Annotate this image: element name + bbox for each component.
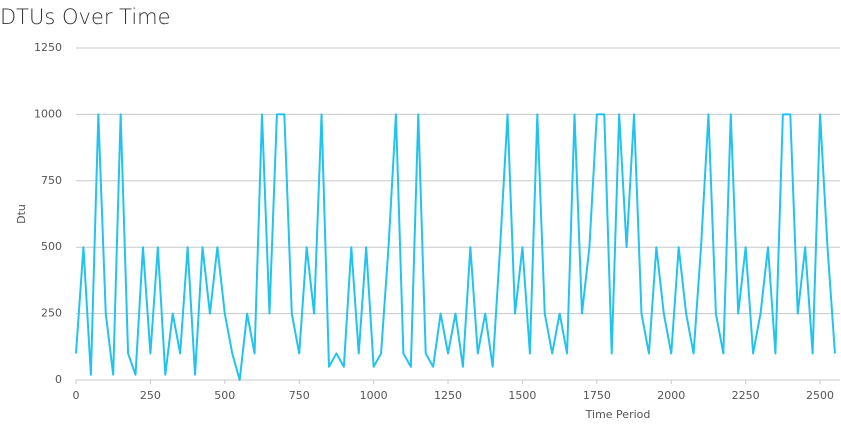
x-tick-label: 250: [140, 389, 161, 402]
y-tick-label: 0: [55, 373, 62, 386]
chart-title: DTUs Over Time: [0, 5, 171, 29]
x-tick-label: 1500: [508, 389, 536, 402]
x-tick-label: 500: [214, 389, 235, 402]
x-tick-label: 1000: [360, 389, 388, 402]
x-tick-label: 1250: [434, 389, 462, 402]
x-tick-label: 750: [289, 389, 310, 402]
x-tick-label: 2500: [806, 389, 834, 402]
x-tick-label: 2000: [657, 389, 685, 402]
y-tick-label: 500: [41, 240, 62, 253]
data-line: [75, 113, 836, 381]
x-axis-label: Time Period: [585, 408, 651, 421]
y-axis-label: Dtu: [15, 204, 28, 224]
y-tick-label: 750: [41, 174, 62, 187]
x-tick-label: 2250: [732, 389, 760, 402]
y-tick-label: 250: [41, 307, 62, 320]
x-tick-label: 0: [73, 389, 80, 402]
y-tick-label: 1250: [34, 41, 62, 54]
y-tick-label: 1000: [34, 107, 62, 120]
x-tick-label: 1750: [583, 389, 611, 402]
